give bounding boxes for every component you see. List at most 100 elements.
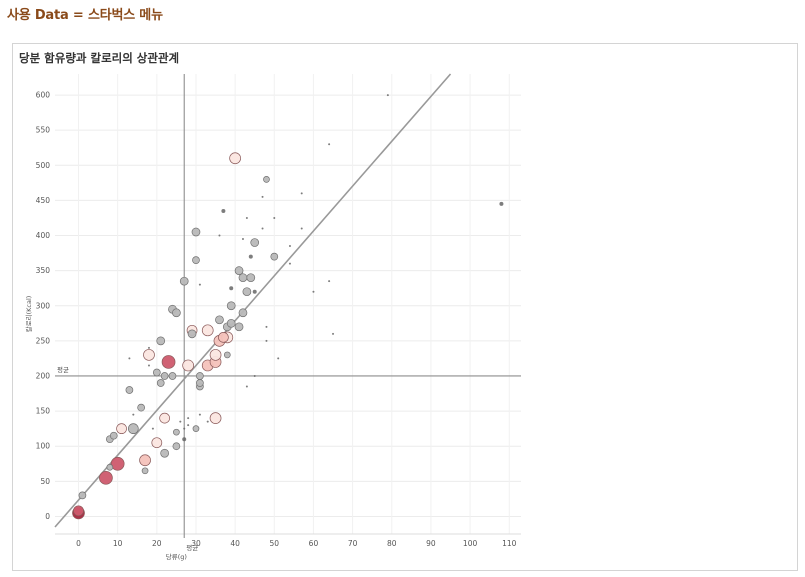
- y-axis-label: 칼로리(Kcal): [24, 296, 33, 333]
- tick-labels: 0 50 100 150 200 250 300 350 400 450 500 550 600 0 10 2…: [36, 91, 517, 548]
- data-point: [209, 412, 222, 424]
- data-point: [328, 143, 331, 146]
- data-point: [183, 427, 186, 430]
- data-point: [246, 273, 256, 283]
- y-tick-label: 250: [36, 336, 51, 345]
- y-tick-label: 0: [45, 512, 50, 521]
- data-point: [198, 283, 201, 286]
- data-point: [196, 379, 204, 387]
- data-point: [218, 234, 221, 237]
- data-point: [201, 324, 214, 337]
- x-tick-label: 80: [387, 539, 397, 548]
- data-point: [242, 287, 252, 297]
- data-point: [226, 301, 236, 311]
- data-point: [187, 417, 190, 420]
- x-tick-label: 70: [348, 539, 358, 548]
- data-point: [179, 420, 182, 423]
- y-tick-label: 550: [36, 126, 51, 135]
- data-point: [151, 427, 154, 430]
- data-point: [125, 386, 134, 394]
- data-point: [209, 349, 222, 361]
- data-point: [265, 339, 268, 342]
- y-tick-label: 400: [36, 231, 51, 240]
- y-tick-label: 350: [36, 266, 51, 275]
- data-point: [147, 364, 150, 367]
- data-point: [499, 201, 504, 206]
- x-tick-label: 60: [309, 539, 319, 548]
- x-tick-label: 90: [426, 539, 436, 548]
- data-point: [137, 403, 146, 412]
- data-point: [78, 491, 87, 500]
- data-point: [152, 368, 161, 377]
- x-mean-label: 평균: [186, 543, 198, 552]
- page-title: 사용 Data = 스타벅스 메뉴: [7, 8, 163, 23]
- chart-card: 당분 함유량과 칼로리의 상관관계 0 50 100 150 200 250 300 350 4…: [12, 43, 798, 571]
- data-point: [238, 273, 248, 283]
- grid-lines: [55, 74, 521, 535]
- data-point: [109, 431, 118, 440]
- data-point: [198, 413, 201, 416]
- data-point: [386, 94, 389, 97]
- data-point: [229, 152, 241, 165]
- data-point: [277, 357, 280, 360]
- trend-line: [54, 73, 452, 528]
- data-point: [300, 192, 303, 195]
- y-tick-label: 600: [36, 91, 51, 100]
- data-point: [172, 308, 181, 318]
- data-point: [159, 412, 170, 424]
- data-point: [116, 423, 127, 435]
- data-point: [312, 290, 315, 293]
- data-point: [263, 175, 270, 183]
- data-point: [226, 318, 236, 328]
- data-point: [179, 276, 189, 286]
- data-point: [106, 463, 114, 471]
- data-point: [328, 280, 331, 283]
- x-tick-label: 0: [76, 539, 81, 548]
- data-point: [332, 332, 335, 335]
- data-point: [182, 359, 194, 372]
- data-point: [196, 372, 204, 380]
- data-point: [147, 346, 150, 349]
- data-point: [245, 216, 248, 219]
- data-point: [156, 336, 166, 346]
- x-tick-label: 30: [191, 539, 201, 548]
- data-point: [139, 454, 151, 467]
- data-point: [161, 355, 176, 369]
- data-point: [288, 245, 291, 248]
- data-point: [73, 505, 84, 517]
- data-point: [234, 322, 244, 332]
- data-point: [245, 385, 248, 388]
- y-mean-label: 평균: [57, 365, 69, 374]
- data-point: [160, 372, 169, 380]
- data-point: [168, 372, 177, 380]
- data-point: [187, 424, 190, 427]
- data-point: [252, 289, 257, 294]
- data-point: [273, 216, 276, 219]
- y-tick-label: 150: [36, 407, 51, 416]
- data-point: [192, 256, 200, 264]
- x-axis-label: 당류(g): [166, 552, 187, 561]
- data-point: [192, 425, 200, 433]
- data-point: [182, 437, 187, 442]
- data-point: [128, 357, 131, 360]
- data-point: [191, 227, 201, 237]
- data-point: [172, 442, 181, 451]
- data-point: [141, 467, 149, 475]
- data-point: [132, 413, 135, 416]
- y-tick-label: 100: [36, 442, 51, 451]
- x-tick-label: 10: [113, 539, 123, 548]
- axis-labels: 당류(g) 칼로리(Kcal): [24, 296, 187, 561]
- data-point: [151, 437, 163, 449]
- data-point: [99, 470, 113, 485]
- data-point: [300, 227, 303, 230]
- x-tick-label: 110: [502, 539, 517, 548]
- data-point: [261, 195, 264, 198]
- y-tick-label: 300: [36, 301, 51, 310]
- data-point: [187, 329, 197, 339]
- data-point: [223, 351, 231, 359]
- data-point: [229, 286, 234, 291]
- data-point: [221, 208, 226, 213]
- y-tick-label: 450: [36, 196, 51, 205]
- x-tick-label: 20: [152, 539, 162, 548]
- data-point: [215, 315, 224, 325]
